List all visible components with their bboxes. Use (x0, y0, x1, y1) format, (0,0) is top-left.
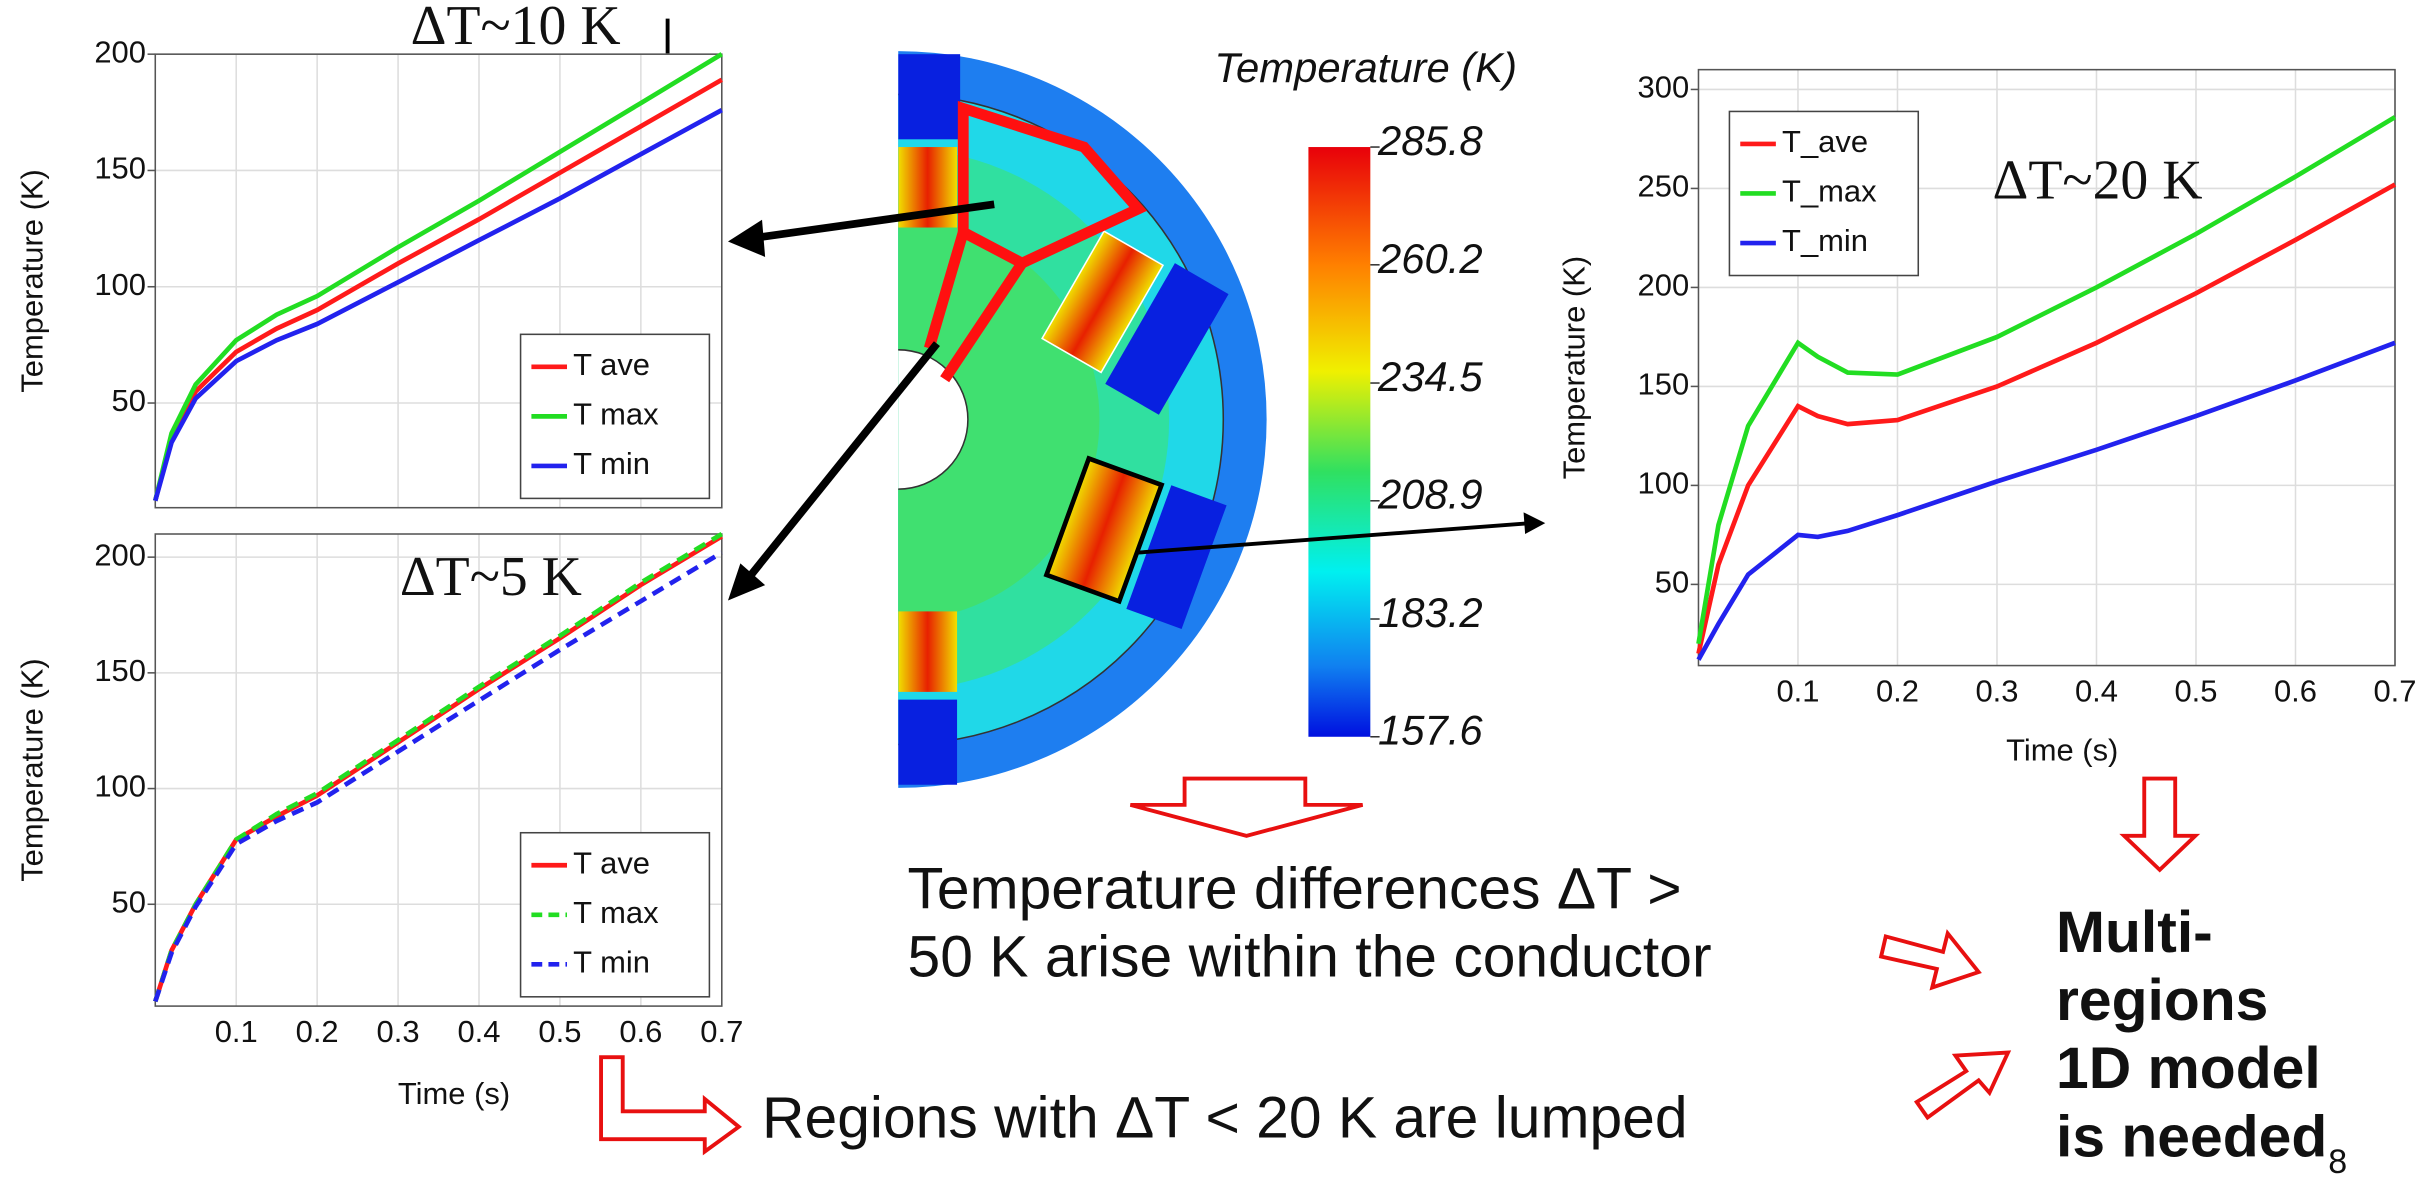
slide-text: 50 K arise within the conductor (908, 925, 1712, 990)
series-line (153, 52, 723, 502)
conclusion-text: Multi- (2056, 900, 2213, 965)
series-line (1696, 115, 2397, 645)
y-tick-label: 200 (94, 34, 146, 69)
x-tick-label: 0.4 (457, 1014, 500, 1049)
x-tick-label: 0.7 (2373, 674, 2416, 709)
series-line (153, 77, 723, 502)
y-axis-label: Temperature (K) (15, 169, 50, 393)
colorbar-label: 183.2 (1378, 589, 1483, 636)
plot-frame (154, 53, 723, 509)
series-line (153, 550, 723, 1003)
conclusion-text: regions (2056, 968, 2268, 1033)
temperature-contour (898, 51, 1267, 788)
x-tick-label: 0.1 (1776, 674, 1819, 709)
conclusion-text: 1D model (2056, 1036, 2321, 1101)
colorbar-label: 234.5 (1377, 353, 1483, 400)
legend-label: T max (573, 397, 659, 432)
annotation: ΔT~5 K (400, 546, 582, 608)
colorbar-label: 285.8 (1377, 117, 1483, 164)
colorbar-label: 260.2 (1377, 235, 1483, 282)
x-tick-label: 0.4 (2075, 674, 2118, 709)
series-line (1696, 340, 2396, 661)
colorbar-label: 208.9 (1377, 471, 1483, 518)
y-tick-label: 100 (1638, 466, 1690, 501)
series-line (1696, 182, 2397, 655)
slide-text: Regions with ΔT < 20 K are lumped (762, 1086, 1688, 1151)
y-tick-label: 50 (112, 383, 146, 418)
y-tick-label: 300 (1638, 70, 1690, 105)
y-tick-label: 200 (94, 537, 146, 572)
y-tick-label: 50 (112, 884, 146, 919)
legend-label: T_max (1782, 174, 1877, 209)
y-axis-label: Temperature (K) (1556, 256, 1591, 480)
colorbar (1308, 147, 1371, 737)
y-tick-label: 100 (94, 267, 146, 302)
legend-label: T_min (1782, 223, 1868, 258)
arrow-heads (727, 219, 1546, 601)
x-tick-label: 0.2 (296, 1014, 339, 1049)
annotation: ΔT~20 K (1993, 150, 2203, 212)
legend-label: T max (573, 895, 659, 930)
y-tick-label: 100 (94, 769, 146, 804)
x-tick-label: 0.3 (377, 1014, 420, 1049)
pointer-arrow (1138, 521, 1530, 555)
x-tick-label: 0.5 (2174, 674, 2217, 709)
x-tick-label: 0.7 (700, 1014, 743, 1049)
colorbar-label: 157.6 (1378, 707, 1483, 754)
conclusion-text: is needed (2056, 1104, 2327, 1169)
slide-text: Temperature differences ΔT > (908, 857, 1682, 922)
hollow-arrows (599, 776, 2201, 1156)
y-axis-label: Temperature (K) (15, 658, 50, 882)
x-axis-label: Time (s) (2006, 732, 2118, 767)
plot-frame (154, 533, 723, 1007)
legend-label: T ave (573, 845, 650, 880)
y-tick-label: 200 (1638, 268, 1690, 303)
legend-label: T_ave (1782, 124, 1868, 159)
legend-label: T ave (573, 347, 650, 382)
colorbar-title: Temperature (K) (1214, 44, 1517, 91)
legend-label: T min (573, 446, 650, 481)
series-line (153, 108, 723, 502)
x-tick-label: 0.3 (1975, 674, 2018, 709)
x-tick-label: 0.1 (215, 1014, 258, 1049)
x-tick-label: 0.6 (2274, 674, 2317, 709)
x-tick-label: 0.2 (1876, 674, 1919, 709)
y-tick-label: 150 (94, 653, 146, 688)
x-tick-label: 0.6 (619, 1014, 662, 1049)
plot-frame (1697, 68, 2396, 667)
legend-label: T min (573, 944, 650, 979)
y-tick-label: 150 (1638, 367, 1690, 402)
pointer-arrows (737, 200, 995, 591)
y-tick-label: 50 (1655, 565, 1689, 600)
x-axis-label: Time (s) (398, 1076, 510, 1111)
x-tick-label: 0.5 (538, 1014, 581, 1049)
y-tick-label: 150 (94, 151, 146, 186)
annotation: ΔT~10 K (411, 0, 621, 57)
page-number: 8 (2328, 1143, 2347, 1181)
y-tick-label: 250 (1638, 169, 1690, 204)
